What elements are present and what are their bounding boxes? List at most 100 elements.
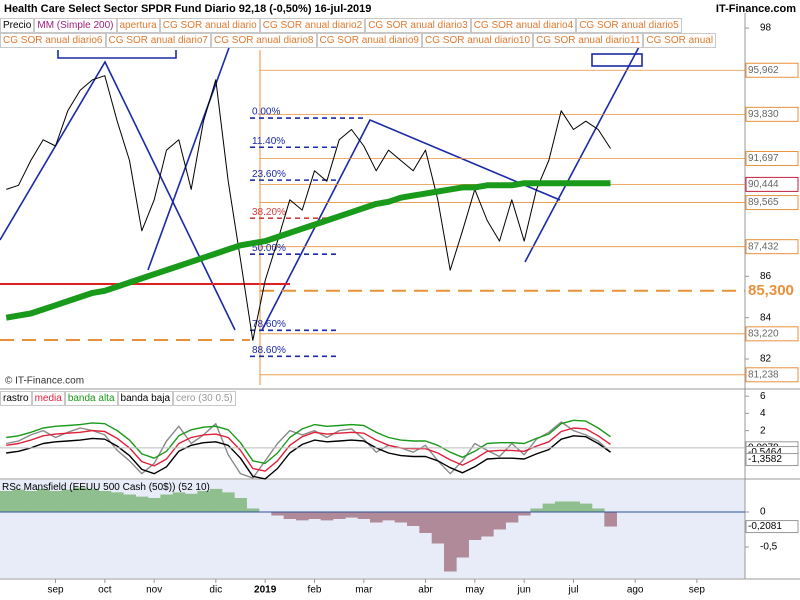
x-tick-label: sep bbox=[47, 585, 64, 596]
area-bar bbox=[567, 501, 580, 512]
legend-item[interactable]: CG SOR anual bbox=[643, 33, 717, 48]
area-bar bbox=[49, 490, 62, 512]
x-tick-label: may bbox=[465, 585, 484, 596]
fib-label: 88.60% bbox=[252, 345, 286, 356]
trendline bbox=[524, 44, 641, 263]
legend-item[interactable]: cero (30 0.5) bbox=[173, 391, 236, 406]
legend-item[interactable]: CG SOR anual diario11 bbox=[533, 33, 644, 48]
y-tick-label: 6 bbox=[760, 391, 766, 402]
area-bar bbox=[481, 511, 494, 537]
x-tick-label: nov bbox=[146, 585, 162, 596]
legend-item[interactable]: CG SOR anual diario6 bbox=[0, 33, 106, 48]
legend-item[interactable]: CG SOR anual diario10 bbox=[422, 33, 534, 48]
level-box bbox=[745, 150, 799, 166]
area-bar bbox=[493, 511, 506, 530]
area-bar bbox=[592, 508, 605, 512]
area-bar bbox=[160, 494, 173, 512]
area-bar bbox=[555, 501, 568, 512]
target-box bbox=[591, 53, 643, 67]
x-tick-label: mar bbox=[355, 585, 373, 596]
area-bar bbox=[246, 508, 260, 512]
legend-item[interactable]: rastro bbox=[0, 391, 32, 406]
level-box bbox=[745, 195, 799, 211]
area-bar bbox=[345, 511, 358, 518]
series-line bbox=[6, 427, 611, 472]
area-bar bbox=[456, 511, 469, 558]
legend-row: CG SOR anual diario6 CG SOR anual diario7… bbox=[0, 33, 717, 48]
area-bar bbox=[37, 488, 50, 512]
area-bar bbox=[419, 511, 432, 533]
x-tick-label: oct bbox=[98, 585, 112, 596]
legend-row: Precio MM (Simple 200) apertura CG SOR an… bbox=[0, 18, 682, 33]
legend-item[interactable]: CG SOR anual diario8 bbox=[211, 33, 317, 48]
fib-label: 0.00% bbox=[252, 107, 280, 118]
area-bar bbox=[283, 511, 297, 519]
area-bar bbox=[296, 511, 309, 521]
legend-item[interactable]: banda alta bbox=[64, 391, 118, 406]
series-line bbox=[6, 421, 611, 479]
area-bar bbox=[61, 489, 75, 512]
area-bar bbox=[530, 508, 543, 512]
level-label: 90,444 bbox=[748, 179, 779, 190]
area-bar bbox=[74, 487, 87, 512]
area-bar bbox=[308, 511, 321, 519]
legend-item[interactable]: CG SOR anual diario4 bbox=[470, 18, 577, 33]
area-bar bbox=[12, 489, 25, 512]
area-bar bbox=[394, 511, 408, 523]
area-bar bbox=[382, 511, 395, 521]
level-label: 91,697 bbox=[748, 153, 779, 164]
area-bar bbox=[407, 511, 420, 526]
legend-item[interactable]: CG SOR anual diario bbox=[159, 18, 260, 33]
area-bar bbox=[24, 490, 38, 512]
trendline bbox=[261, 118, 561, 331]
level-box bbox=[745, 239, 799, 255]
area-bar bbox=[542, 503, 556, 512]
area-bar bbox=[505, 511, 519, 523]
area-bar bbox=[111, 492, 124, 512]
area-bar bbox=[271, 511, 284, 516]
x-tick-label: jun bbox=[516, 585, 530, 596]
legend-item[interactable]: banda baja bbox=[117, 391, 174, 406]
y-tick-label: 86 bbox=[760, 271, 772, 282]
legend-item[interactable]: CG SOR anual diario9 bbox=[316, 33, 422, 48]
legend-item[interactable]: Precio bbox=[0, 18, 35, 33]
chart-title: Health Care Select Sector SPDR Fund Diar… bbox=[4, 3, 371, 15]
area-bar bbox=[579, 503, 593, 512]
area-bar bbox=[518, 511, 531, 516]
level-label: 95,962 bbox=[748, 65, 779, 76]
legend-item[interactable]: CG SOR anual diario2 bbox=[259, 18, 366, 33]
level-box bbox=[745, 176, 799, 192]
area-bar bbox=[135, 496, 149, 512]
area-bar bbox=[234, 497, 247, 512]
y-tick-label: -0,5 bbox=[760, 542, 778, 553]
legend-item[interactable]: apertura bbox=[116, 18, 160, 33]
area-bar bbox=[370, 511, 383, 523]
legend-item[interactable]: media bbox=[31, 391, 65, 406]
area-bar bbox=[357, 511, 371, 519]
level-box bbox=[745, 520, 799, 534]
fib-label: 23.60% bbox=[252, 169, 286, 180]
legend-item[interactable]: CG SOR anual diario5 bbox=[576, 18, 682, 33]
area-bar bbox=[172, 492, 186, 512]
bracket bbox=[57, 50, 177, 59]
level-label: 89,565 bbox=[748, 197, 779, 208]
area-bar bbox=[468, 511, 482, 540]
y-tick-label: 82 bbox=[760, 354, 772, 365]
legend-item[interactable]: MM (Simple 200) bbox=[34, 18, 117, 33]
legend-item[interactable]: CG SOR anual diario3 bbox=[365, 18, 471, 33]
level-label: -1,3582 bbox=[748, 454, 782, 465]
x-tick-label: abr bbox=[418, 585, 433, 596]
legend-item[interactable]: CG SOR anual diario7 bbox=[105, 33, 211, 48]
area-bar bbox=[209, 488, 223, 512]
level-box bbox=[745, 106, 799, 122]
trendline bbox=[0, 60, 236, 331]
area-bar bbox=[98, 490, 112, 512]
level-label: 87,432 bbox=[748, 241, 779, 252]
series-line bbox=[6, 435, 611, 480]
y-tick-label: 4 bbox=[760, 408, 766, 419]
area-bar bbox=[86, 488, 99, 512]
level-box bbox=[745, 62, 799, 78]
level-box bbox=[745, 367, 799, 383]
